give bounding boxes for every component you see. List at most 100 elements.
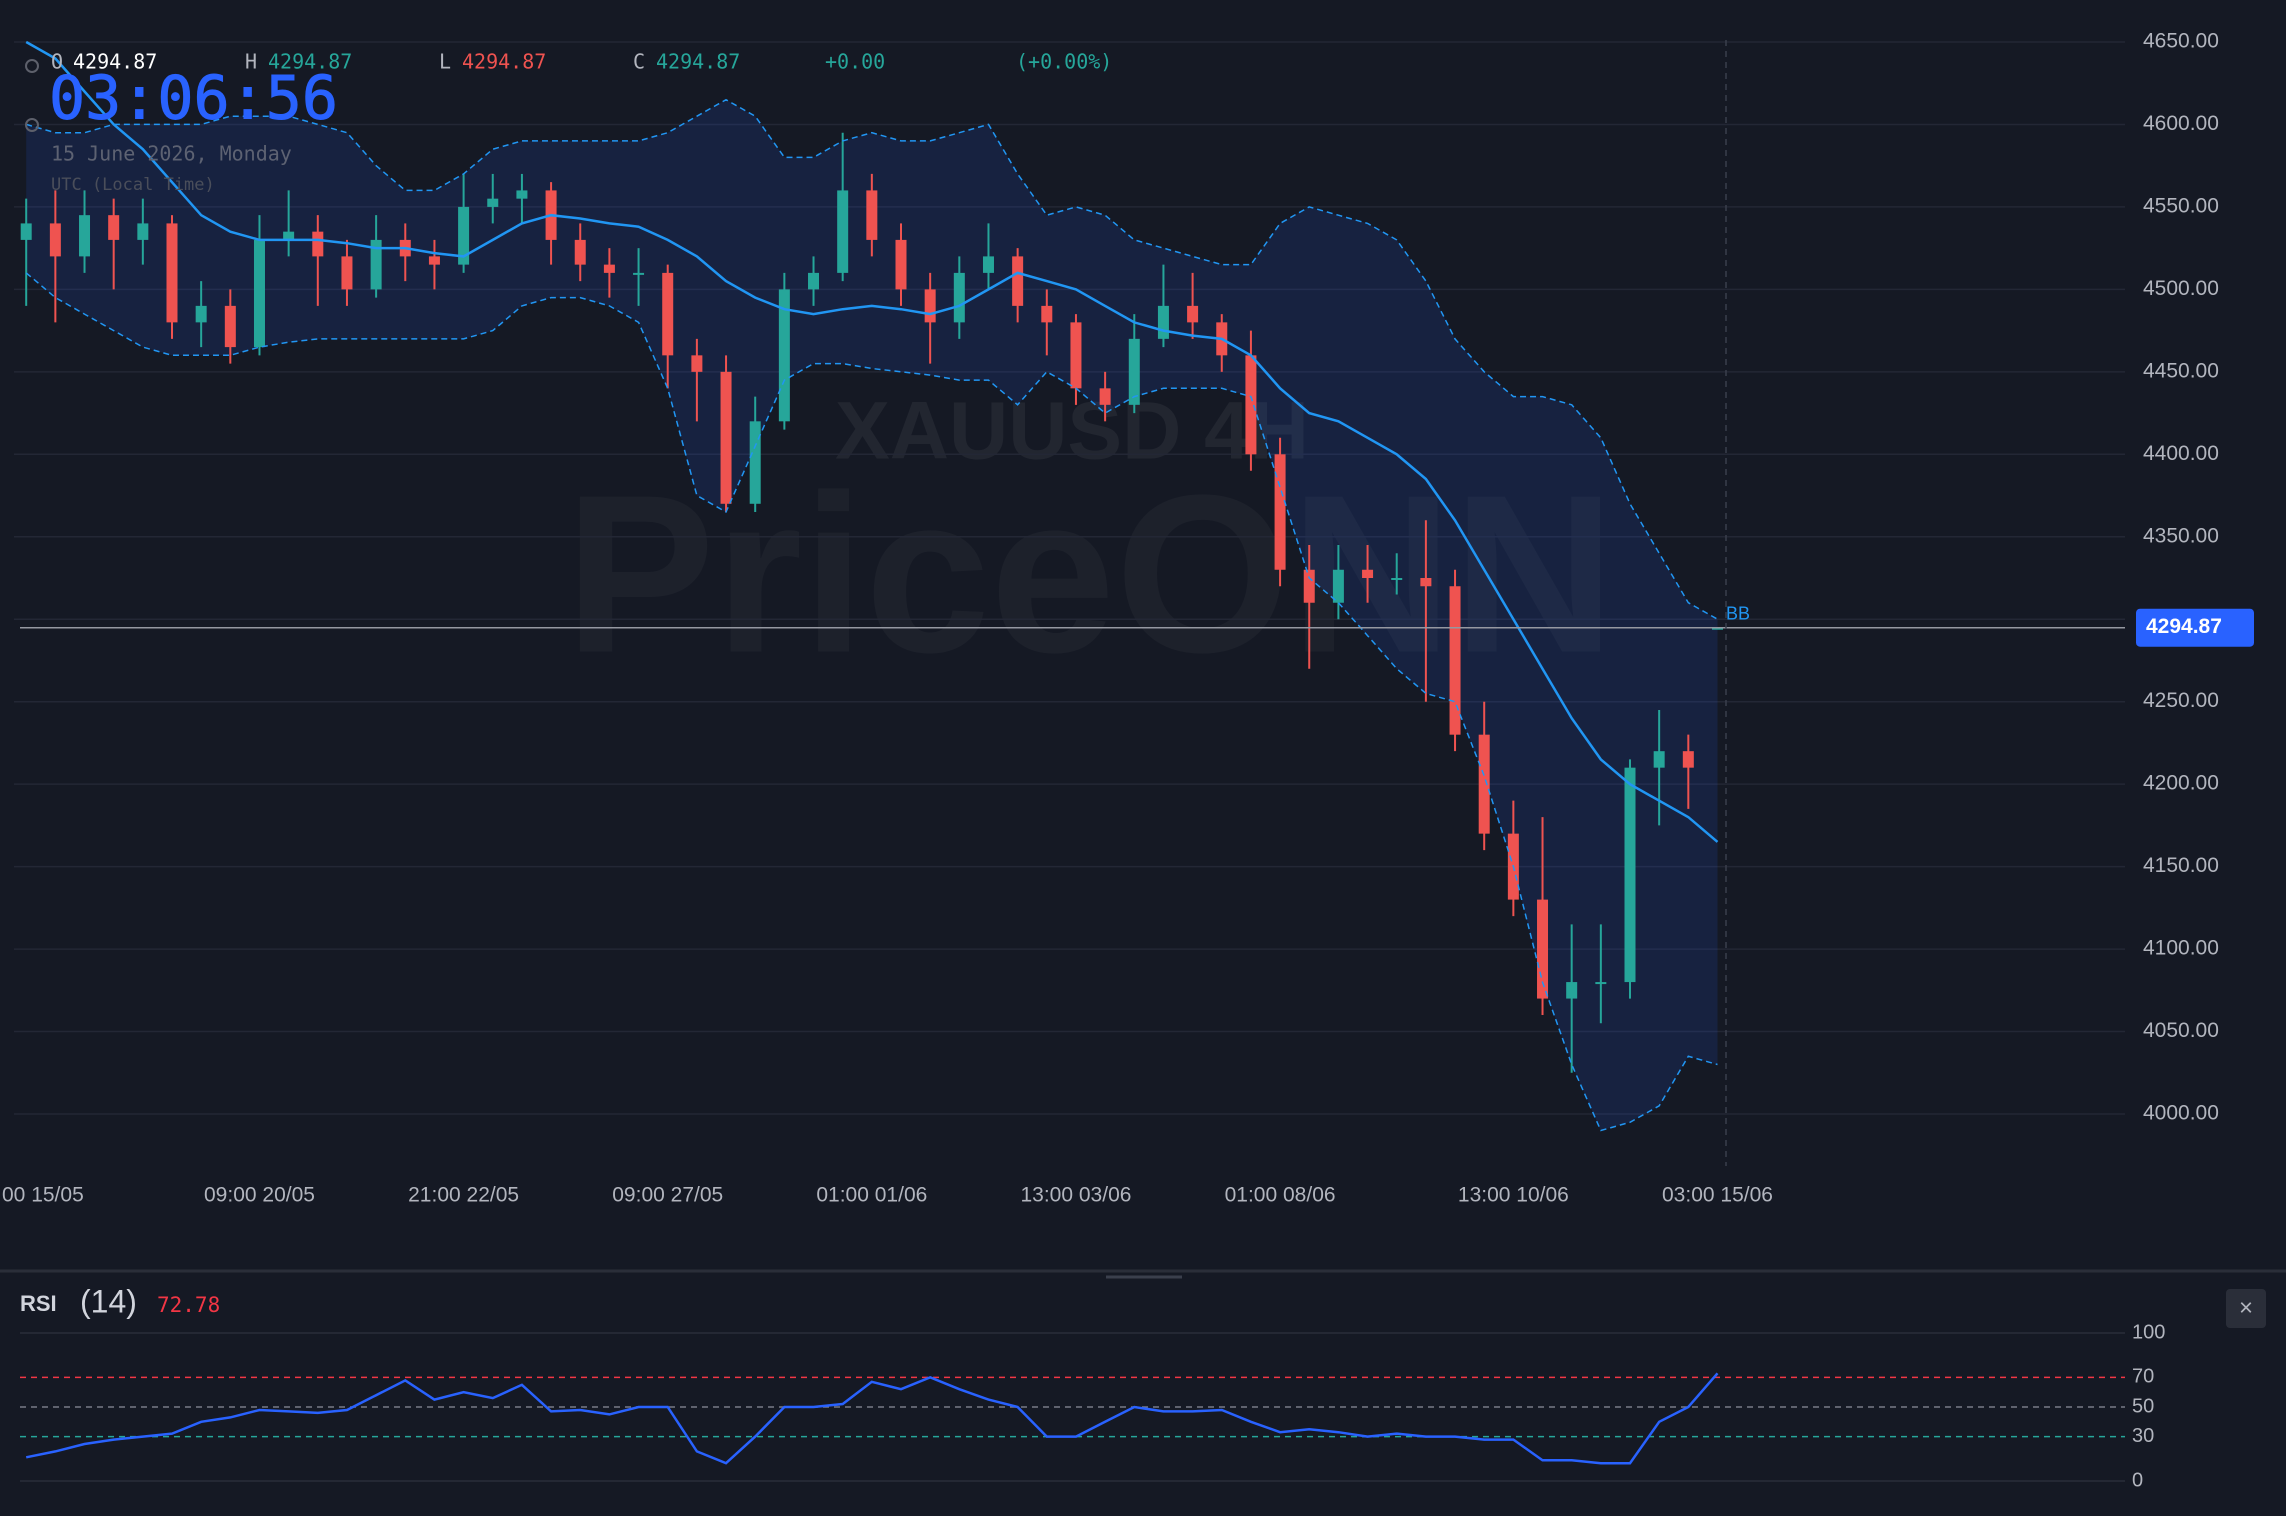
candle-body [79,215,91,257]
ohlc-label: L [439,50,451,74]
candle-body [253,239,265,348]
y-tick-label: 4400.00 [2143,442,2219,465]
ohlc-value: 4294.87 [656,50,740,74]
x-tick-label: 21:00 22/05 [408,1184,519,1207]
y-tick-label: 4000.00 [2143,1102,2219,1125]
candle-body [1711,627,1723,630]
candle-body [283,231,295,240]
y-tick-label: 4500.00 [2143,277,2219,300]
ohlc-value: 4294.87 [268,50,352,74]
candle-body [1624,767,1636,983]
bb-band [26,99,1718,1131]
candle-body [808,272,820,290]
y-tick-label: 4100.00 [2143,937,2219,960]
legend: O 4294.87 H 4294.87 L 4294.87 C 4294.87 … [25,50,1112,195]
candle-body [428,256,440,265]
y-tick-label: 4150.00 [2143,854,2219,877]
candle-body [953,272,965,323]
date: 15 June 2026, Monday [51,142,292,166]
candle-body [20,223,32,240]
close-button[interactable] [2226,1289,2266,1328]
rsi-value: 72.78 [157,1293,220,1317]
candle-body [1128,338,1140,405]
candle-body [1012,256,1024,306]
candle-body [516,190,528,199]
candle-body [195,305,207,323]
candle-body [1245,355,1257,455]
y-tick-label: 30 [2132,1425,2154,1447]
candle-body [603,264,615,273]
ohlc-value: 4294.87 [73,50,157,74]
y-tick-label: 100 [2132,1321,2165,1343]
rsi-period: (14) [80,1283,137,1319]
candle-body [370,239,382,290]
candle-body [778,289,790,422]
candle-body [1449,586,1461,735]
eye-icon[interactable] [25,118,39,132]
y-tick-label: 4550.00 [2143,194,2219,217]
candle-body [691,355,703,372]
candle-body [1420,578,1432,587]
candle-body [1595,982,1607,985]
candle-body [1332,569,1344,603]
clock: 03:06:56 [49,64,338,134]
candle-body [224,305,236,348]
candle-body [633,272,645,275]
candle-body [137,223,149,240]
x-tick-label: 13:00 10/06 [1458,1184,1569,1207]
candle-body [1099,388,1111,405]
bb-label: BB [1726,603,1750,623]
eye-icon[interactable] [25,59,39,73]
ohlc-label: H [245,50,257,74]
candle-body [1187,305,1199,323]
rsi-line [25,1372,1719,1465]
x-tick-label: 01:00 08/06 [1225,1184,1336,1207]
ohlc-label: C [633,50,645,74]
bb-middle [25,40,1719,843]
y-tick-label: 4650.00 [2143,30,2219,53]
rsi-pane: 100 70 50 30 0 [20,1321,2165,1491]
candle-body [458,206,470,265]
candle-body [1682,751,1694,768]
candle-body [487,198,499,207]
y-tick-label: 4200.00 [2143,772,2219,795]
change: +0.00 [825,50,885,74]
y-tick-label: 50 [2132,1395,2154,1417]
candle-body [1653,751,1665,768]
candle-body [982,256,994,273]
x-tick-label: 09:00 20/05 [204,1184,315,1207]
candle-body [866,190,878,240]
x-tick-label: 03:00 15/06 [1662,1184,1773,1207]
watermark-symbol: XAUUSD 4H [835,386,1309,477]
y-tick-label: 4600.00 [2143,112,2219,135]
y-tick-label: 4050.00 [2143,1019,2219,1042]
y-tick-label: 70 [2132,1366,2154,1388]
candle-body [1041,305,1053,323]
y-tick-label: 4350.00 [2143,524,2219,547]
ohlc-label: O [51,50,63,74]
candle-body [1566,982,1578,999]
candle-body [662,272,674,356]
candle-body [312,231,324,257]
candle-body [341,256,353,290]
y-tick-label: 4450.00 [2143,359,2219,382]
plot-area: 4650.00 4600.00 4550.00 4500.00 4450.00 4400.… [2,30,2254,1207]
candle-body [837,190,849,273]
close-icon[interactable]: × [2239,1294,2253,1321]
watermark: XAUUSD 4H PriceONN [835,386,1309,477]
x-tick-label: 13:00 03/06 [1020,1184,1131,1207]
candle-body [574,239,586,265]
candle-body [895,239,907,290]
price-tag [2136,608,2254,647]
candle-body [1478,734,1490,834]
candle-body [924,289,936,323]
candle-body [749,421,761,504]
candle-body [720,371,732,504]
candle-body [1537,899,1549,999]
y-tick-label: 0 [2132,1469,2143,1491]
bb-upper [25,98,1718,620]
candle-body [1362,569,1374,578]
x-tick-label: 00 15/05 [2,1184,84,1207]
